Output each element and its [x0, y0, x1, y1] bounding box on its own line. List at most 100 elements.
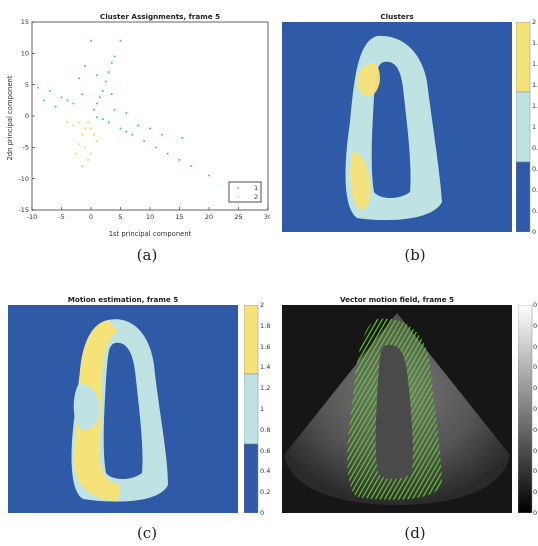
scatter-point-cluster-1	[125, 111, 128, 114]
colorbar-tick-label: 0.4	[260, 467, 271, 476]
x-tick-label: 30	[264, 213, 270, 221]
scatter-point-cluster-1	[166, 152, 169, 155]
scatter-point-cluster-1	[48, 89, 51, 92]
panel-d-title: Vector motion field, frame 5	[339, 295, 455, 304]
colorbar-tick-label: 1.2	[532, 102, 538, 110]
caption-a: (a)	[136, 246, 158, 264]
scatter-point-cluster-1	[36, 86, 39, 89]
y-tick-label: -5	[23, 144, 29, 152]
scatter-point-cluster-1	[78, 77, 81, 80]
scatter-point-cluster-2	[95, 140, 98, 143]
scatter-point-cluster-2	[92, 133, 95, 136]
scatter-point-cluster-1	[181, 136, 184, 139]
legend-box: 1 2	[228, 181, 262, 203]
scatter-point-cluster-1	[95, 116, 98, 119]
scatter-point-cluster-1	[90, 39, 92, 42]
vector-field-image	[282, 305, 512, 513]
panel-c-title: Motion estimation, frame 5	[67, 295, 179, 304]
colorbar-tick-label: 0	[533, 363, 538, 372]
scatter-point-cluster-2	[75, 152, 78, 155]
x-tick-label: -10	[27, 213, 38, 221]
scatter-point-cluster-1	[95, 74, 98, 77]
scatter-point-cluster-1	[98, 96, 101, 99]
scatter-point-cluster-2	[90, 152, 92, 155]
y-tick-label: 0	[25, 112, 29, 120]
scatter-point-cluster-2	[81, 165, 84, 168]
x-tick-label: 5	[118, 213, 122, 221]
x-tick-label: 25	[234, 213, 242, 221]
scatter-point-cluster-1	[95, 102, 98, 105]
scatter-point-cluster-2	[84, 146, 87, 149]
colorbar-tick-label: 0	[533, 342, 538, 351]
x-tick-label: 20	[205, 213, 213, 221]
scatter-point-cluster-2	[87, 121, 90, 124]
scatter-point-cluster-1	[107, 71, 110, 74]
scatter-point-cluster-1	[208, 174, 210, 177]
colorbar-tick-label: 0.8	[532, 144, 538, 152]
scatter-point-cluster-1	[113, 55, 116, 58]
scatter-point-cluster-1	[110, 61, 113, 64]
scatter-point-cluster-1	[119, 127, 122, 130]
colorbar-tick-label: 1	[532, 123, 537, 131]
colorbar-tick-label: 2	[532, 18, 537, 26]
caption-b: (b)	[404, 246, 426, 264]
colorbar-tick-label: 0.2	[260, 488, 271, 497]
scatter-point-cluster-1	[178, 158, 181, 161]
colorbar-tick-label: 1.8	[260, 321, 271, 330]
colorbar-tick-label: 0.6	[260, 446, 271, 455]
motion-estimation-image	[8, 305, 238, 513]
scatter-point-cluster-1	[125, 130, 128, 133]
colorbar-tick-label: 0	[533, 467, 538, 476]
scatter-point-cluster-1	[72, 102, 75, 105]
scatter-point-cluster-2	[84, 127, 87, 130]
colorbar-tick-label: 0	[260, 509, 265, 517]
x-tick-label: 15	[175, 213, 183, 221]
scatter-point-cluster-1	[149, 127, 151, 130]
scatter-point-cluster-2	[72, 124, 75, 127]
x-tick-label: 10	[146, 213, 154, 221]
y-tick-label: 10	[21, 50, 29, 58]
colorbar-tick-label: 1.4	[532, 81, 538, 89]
colorbar-tick-label: 0	[532, 228, 537, 236]
colorbar-tick-label: 0.2	[532, 207, 538, 215]
y-tick-label: 5	[25, 81, 29, 89]
clusters-image	[282, 22, 512, 232]
scatter-point-cluster-2	[78, 121, 81, 124]
y-tick-label: -15	[18, 206, 29, 214]
scatter-point-cluster-2	[81, 133, 84, 136]
scatter-point-cluster-1	[92, 108, 95, 111]
colorbar-tick-label: 0	[533, 384, 538, 393]
y-tick-label: 15	[21, 18, 29, 26]
colorbar-tick-label: 1.8	[532, 39, 538, 47]
legend-label-1: 1	[254, 184, 258, 192]
colorbar-tick-label: 0	[533, 301, 538, 309]
colorbar-tick-label: 1.2	[260, 384, 271, 393]
x-tick-label: -5	[58, 213, 64, 221]
scatter-point-cluster-1	[107, 121, 110, 124]
scatter-point-cluster-1	[137, 124, 140, 127]
scatter-plot: -10-5051015202530151050-5-10-15 1st prin…	[6, 18, 270, 238]
colorbar-tick-label: 1.6	[260, 342, 271, 351]
scatter-point-cluster-1	[84, 64, 87, 67]
scatter-point-cluster-1	[143, 140, 146, 143]
colorbar-tick-label: 1.4	[260, 363, 271, 372]
scatter-point-cluster-1	[42, 99, 45, 102]
scatter-point-cluster-1	[54, 105, 57, 108]
motion-colorbar	[244, 305, 259, 513]
colorbar-tick-label: 0.4	[532, 186, 538, 194]
scatter-point-cluster-1	[104, 80, 107, 83]
colorbar-tick-label: 0	[533, 446, 538, 455]
colorbar-tick-label: 1	[260, 405, 265, 413]
scatter-point-cluster-2	[78, 143, 81, 146]
clusters-colorbar	[516, 22, 531, 232]
x-tick-label: 0	[89, 213, 93, 221]
scatter-point-cluster-1	[60, 96, 63, 99]
y-axis-label: 2dn principal component	[6, 75, 14, 160]
colorbar-tick-label: 0	[533, 488, 538, 497]
scatter-point-cluster-2	[87, 158, 90, 161]
colorbar-tick-label: 2	[260, 301, 265, 309]
scatter-point-cluster-1	[190, 165, 193, 168]
colorbar-tick-label: 0	[533, 405, 538, 413]
scatter-point-cluster-1	[101, 118, 104, 121]
colorbar-tick-label: 0	[533, 425, 538, 434]
